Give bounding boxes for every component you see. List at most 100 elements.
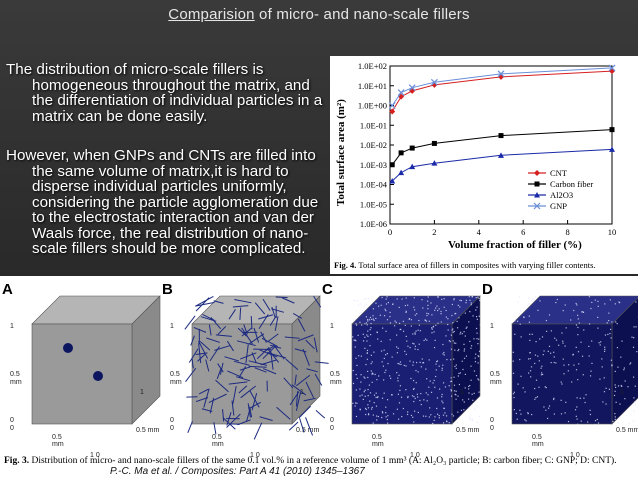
data-point xyxy=(609,127,615,133)
series-gnp xyxy=(388,64,616,109)
title-prefix: Comparision xyxy=(168,6,255,23)
cube xyxy=(31,295,161,425)
svg-text:0.5: 0.5 xyxy=(372,434,382,441)
x-tick-label: 10 xyxy=(608,227,617,237)
svg-text:0: 0 xyxy=(490,417,494,424)
svg-text:mm: mm xyxy=(372,441,384,448)
citation: P.-C. Ma et al. / Composites: Part A 41 … xyxy=(110,466,365,477)
panel-label: D xyxy=(482,281,493,298)
x-axis-label: Volume fraction of filler (%) xyxy=(448,239,582,251)
x-tick-label: 2 xyxy=(432,227,436,237)
svg-text:0.5 mm: 0.5 mm xyxy=(296,427,320,434)
svg-text:0.5: 0.5 xyxy=(10,371,20,378)
y-tick-label: 1.0E-04 xyxy=(360,180,388,190)
svg-text:0.5 mm: 0.5 mm xyxy=(456,427,480,434)
data-point xyxy=(498,152,504,158)
title-rest: of micro- and nano-scale fillers xyxy=(254,6,470,23)
y-tick-label: 1.0E-02 xyxy=(360,140,387,150)
fig3-caption-text: Distribution of micro- and nano-scale fi… xyxy=(29,455,617,466)
fig4-caption-text: Total surface area of fillers in composi… xyxy=(356,260,595,270)
data-point xyxy=(609,146,615,152)
svg-text:0: 0 xyxy=(170,425,174,432)
data-point xyxy=(388,102,396,109)
svg-text:0: 0 xyxy=(490,425,494,432)
y-tick-label: 1.0E-01 xyxy=(360,120,387,130)
svg-text:mm: mm xyxy=(532,441,544,448)
filler-content xyxy=(184,295,329,440)
legend-marker xyxy=(534,170,540,176)
particle xyxy=(93,371,103,381)
data-point xyxy=(430,78,438,86)
svg-text:0: 0 xyxy=(330,417,334,424)
y-tick-label: 1.0E+01 xyxy=(358,81,387,91)
svg-text:1: 1 xyxy=(140,389,144,396)
svg-text:1 0: 1 0 xyxy=(570,452,580,459)
svg-text:0: 0 xyxy=(330,425,334,432)
svg-text:0.5 mm: 0.5 mm xyxy=(616,427,638,434)
data-point xyxy=(608,64,616,72)
fig4-figure: 1.0E+02 1.0E+01 1.0E+00 1.0E-01 1.0E-02 1.0E-… xyxy=(330,56,638,274)
svg-text:0: 0 xyxy=(10,425,14,432)
x-tick-label: 0 xyxy=(388,227,392,237)
fig4-caption: Fig. 4. Total surface area of fillers in… xyxy=(334,260,596,270)
data-point xyxy=(498,73,504,80)
legend-marker xyxy=(534,181,540,187)
legend-label: Al2O3 xyxy=(550,190,573,200)
y-tick-label: 1.0E-06 xyxy=(360,219,387,229)
legend-marker xyxy=(534,192,540,198)
legend-label: CNT xyxy=(550,168,568,178)
legend-label: GNP xyxy=(550,201,567,211)
filler-content xyxy=(512,296,638,426)
svg-text:0.5: 0.5 xyxy=(52,434,62,441)
legend-marker xyxy=(533,202,541,210)
svg-text:0.5: 0.5 xyxy=(330,371,340,378)
data-point xyxy=(397,89,405,97)
svg-text:1: 1 xyxy=(170,323,174,330)
svg-text:1 0: 1 0 xyxy=(250,452,260,459)
panel-label: C xyxy=(322,281,333,298)
cube xyxy=(511,295,638,425)
y-tick-label: 1.0E+00 xyxy=(358,101,387,111)
svg-text:0: 0 xyxy=(10,417,14,424)
fig3-caption-label: Fig. 3. xyxy=(4,456,29,466)
svg-text:1: 1 xyxy=(490,323,494,330)
svg-text:1: 1 xyxy=(10,323,14,330)
data-point xyxy=(431,160,438,166)
svg-text:0.5: 0.5 xyxy=(490,371,500,378)
svg-text:1: 1 xyxy=(460,389,464,396)
svg-text:0: 0 xyxy=(170,417,174,424)
series-al2o3 xyxy=(389,146,615,184)
svg-text:mm: mm xyxy=(170,379,182,386)
x-tick-label: 8 xyxy=(565,227,569,237)
svg-text:mm: mm xyxy=(10,379,22,386)
svg-text:mm: mm xyxy=(330,379,342,386)
fig3-caption: Fig. 3. Distribution of micro- and nano-… xyxy=(4,455,617,466)
bullet-item-2: However, when GNPs and CNTs are filled i… xyxy=(6,147,319,257)
fig4-caption-label: Fig. 4. xyxy=(334,260,356,270)
legend-label: Carbon fiber xyxy=(550,179,593,189)
data-point xyxy=(389,178,396,184)
data-point xyxy=(389,108,396,115)
particle xyxy=(63,343,73,353)
svg-text:1 0: 1 0 xyxy=(90,452,100,459)
svg-text:0.5: 0.5 xyxy=(170,371,180,378)
svg-text:0.5: 0.5 xyxy=(532,434,542,441)
series-line xyxy=(391,70,613,112)
data-point xyxy=(431,140,437,146)
filler-content xyxy=(352,296,481,425)
svg-text:1: 1 xyxy=(620,389,624,396)
series-carbon-fiber xyxy=(389,127,615,168)
y-tick-label: 1.0E-05 xyxy=(360,199,387,209)
y-tick-label: 1.0E+02 xyxy=(358,61,387,71)
data-point xyxy=(498,133,504,139)
svg-text:0.5: 0.5 xyxy=(212,434,222,441)
x-tick-label: 6 xyxy=(521,227,525,237)
